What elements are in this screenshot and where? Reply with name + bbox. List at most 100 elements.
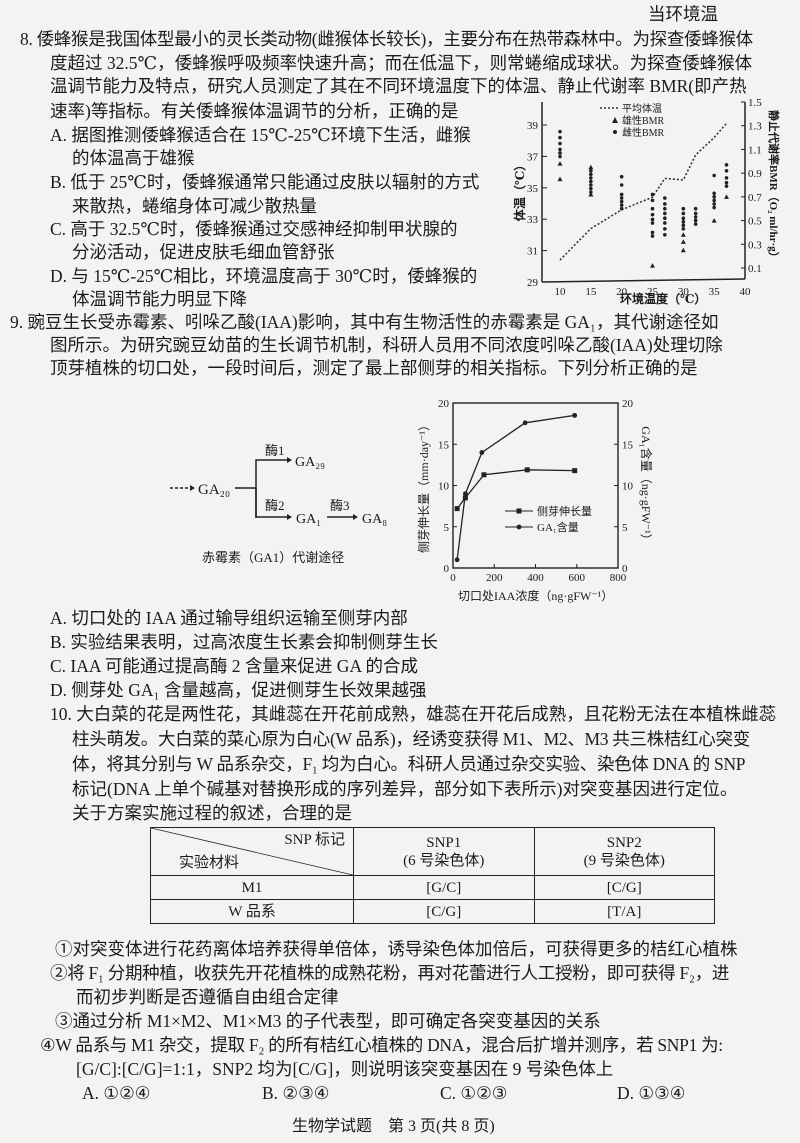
female-bmr-point [589,172,593,177]
average-body-temp-line [559,122,728,261]
q8-option-c-cont: 分泌活动，促进皮肤毛细血管舒张 [72,242,335,262]
q9-option-b: B. 实验结果表明，过高浓度生长素会抑制侧芽生长 [50,632,438,652]
q8-line-0: 当环境温 [648,4,718,24]
female-bmr-point [558,147,562,152]
plot-frame [452,402,619,569]
chart2-legend-bud: 侧芽伸长量 [537,504,592,518]
female-bmr-point [619,174,624,179]
female-bmr-point [724,163,729,167]
female-bmr-point [650,192,655,197]
table-cell: [C/G] [533,875,716,900]
x-tick-label: 40 [740,286,752,298]
q9-stem-line-1: 9. 豌豆生长受赤霉素、吲哚乙酸(IAA)影响，其中有生物活性的赤霉素是 GA₁… [10,312,719,332]
statement-2-cont: 而初步判断是否遵循自由组合定律 [76,987,339,1007]
female-bmr-point [650,217,655,222]
y-tick-label: 29 [527,277,539,289]
table-row: W 品系 [C/G] [T/A] [149,899,716,924]
table-header-row: SNP 标记 实验材料 SNP1 (6 号染色体) SNP2 (9 号染色体) [149,827,716,876]
female-bmr-point [712,202,716,206]
female-bmr-point [712,191,716,196]
female-bmr-point [558,151,562,155]
x-tick-label: 200 [486,572,503,584]
female-bmr-point [650,212,655,217]
bud-growth-point [481,472,487,478]
ga1-label: GA₁ [296,512,321,527]
y2-tick-label: 5 [622,522,628,534]
y2-tick-label: 1.5 [748,97,762,109]
arrow-head [287,514,292,520]
y2-tick-label: 0.9 [748,168,762,180]
x-tick-label: 20 [616,286,628,298]
ga1-content-point [479,450,485,455]
female-bmr-point [681,211,686,216]
female-bmr-point [558,135,562,140]
legend-circle-icon [516,524,522,530]
snp2-sub: (9 号染色体) [583,852,665,869]
enzyme2-label: 酶2 [265,498,285,513]
female-bmr-point [693,215,698,219]
y-tick-label: 33 [527,214,539,226]
female-bmr-point [558,154,562,159]
female-bmr-point [663,206,667,211]
female-bmr-point [712,205,716,210]
snp1-sub: (6 号染色体) [403,852,485,869]
female-bmr-point [589,168,593,173]
male-bmr-point [724,194,729,199]
female-bmr-point [650,221,655,225]
answer-c: C. ①②③ [440,1083,508,1103]
q8-option-b-cont: 来散热，蜷缩身体可减少散热量 [72,196,317,216]
corner-bottom-label: 实验材料 [179,855,240,871]
statement-4-cont: [G/C]:[C/G]=1:1，SNP2 均为[C/G]，则说明该突变基因在 9… [76,1059,614,1079]
y2-tick-label: 0.7 [748,192,762,204]
male-bmr-point [650,263,655,268]
y-tick-label: 15 [438,439,450,451]
chart2-legend-ga1: GA₁含量 [537,520,579,534]
y2-tick-label: 1.1 [748,144,762,156]
arrow-head [287,457,292,463]
q8-option-d-cont: 体温调节能力明显下降 [72,289,247,309]
x-tick-label: 0 [450,572,456,584]
q10-stem-line-5: 关于方案实施过程的叙述，合理的是 [72,803,352,823]
snp2-name: SNP2 [606,834,642,851]
chart1-ylabel: 体温（℃） [512,159,527,221]
female-bmr-point [663,196,667,200]
female-bmr-point [558,141,562,146]
female-bmr-point [619,199,624,204]
chart2-xlabel: 切口处IAA浓度（ng·gFW⁻¹） [458,588,613,603]
q9-option-a: A. 切口处的 IAA 通过输导组织运输至侧芽内部 [50,608,408,628]
y2-tick-label: 0.3 [748,239,762,251]
y2-tick-label: 0.5 [748,216,762,228]
enzyme3-label: 酶3 [330,498,350,513]
q8-option-a: A. 据图推测倭蜂猴适合在 15℃-25℃环境下生活，雌猴 [50,125,471,145]
answer-d: D. ①③④ [617,1083,686,1103]
male-bmr-point [557,161,563,166]
row-label: M1 [149,875,355,900]
chart1-legend-male: 雄性BMR [622,114,665,127]
page-footer: 生物学试题 第 3 页(共 8 页) [292,1118,495,1135]
chart1-y2label: 静止代谢率BMR（O₂ ml/hr·g） [767,110,781,263]
table-cell: [C/G] [353,899,535,924]
chart1-legend-female: 雌性BMR [622,126,665,139]
table-cell: [G/C] [353,875,535,900]
x-tick-label: 800 [610,572,627,584]
table-row: M1 [G/C] [C/G] [149,875,716,900]
female-bmr-point [681,219,686,224]
y2-tick-label: 1.3 [748,121,762,133]
arrow-head [353,514,358,520]
x-tick-label: 400 [527,572,544,584]
y-tick-label: 31 [527,246,538,258]
female-bmr-point [681,216,686,220]
female-bmr-point [693,206,698,211]
diagonal-line [151,828,354,875]
female-bmr-point [663,227,667,231]
legend-square-icon [516,508,522,514]
y-tick-label: 35 [527,183,539,195]
male-bmr-point [588,164,594,170]
female-bmr-point [693,218,698,223]
ga1-content-point [522,420,528,426]
q10-stem-line-4: 标记(DNA 上单个碱基对替换形成的序列差异，部分如下表所示)对突变基因进行定位… [72,779,738,799]
q8-stem-line-4: 速率)等指标。有关倭蜂猴体温调节的分析，正确的是 [50,101,459,121]
ga1-content-point [454,557,460,563]
q8-option-c: C. 高于 32.5℃时，倭蜂猴通过交感神经抑制甲状腺的 [50,219,458,239]
female-bmr-point [589,190,593,194]
